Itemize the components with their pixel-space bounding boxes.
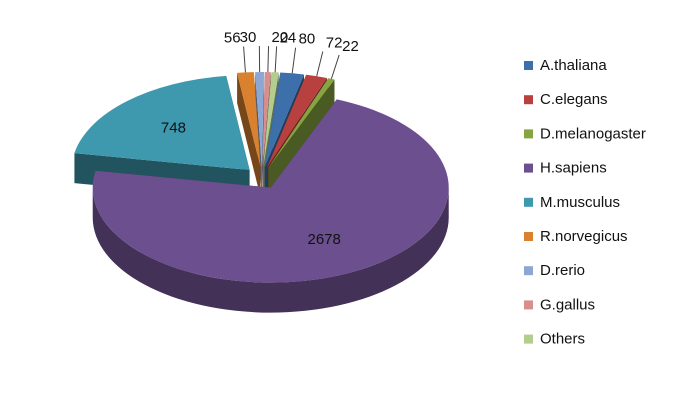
data-label-c-elegans: 72 bbox=[326, 34, 343, 51]
legend-swatch bbox=[524, 266, 533, 276]
data-label-m-musculus: 748 bbox=[161, 119, 186, 136]
data-label-d-rerio: 30 bbox=[240, 29, 257, 46]
data-label-r-norvegicus: 56 bbox=[224, 29, 241, 46]
legend-swatch bbox=[524, 334, 533, 344]
legend-item-others: Others bbox=[524, 331, 585, 348]
legend-item-d-melanogaster: D.melanogaster bbox=[524, 125, 646, 142]
legend: A.thaliana C.elegans D.melanogaster H.sapie… bbox=[524, 57, 646, 348]
data-label-a-thaliana: 80 bbox=[299, 31, 316, 48]
slice-r-norvegicus bbox=[237, 72, 261, 198]
legend-swatch bbox=[524, 197, 533, 207]
leader-line-a-thaliana bbox=[291, 47, 297, 74]
legend-swatch bbox=[524, 232, 533, 241]
leader-line-g-gallus bbox=[267, 46, 270, 73]
leader-line-others bbox=[274, 46, 278, 73]
legend-swatch bbox=[524, 129, 533, 139]
leader-line-d-melanogaster bbox=[330, 54, 340, 80]
legend-swatch bbox=[524, 61, 533, 70]
legend-swatch bbox=[524, 95, 533, 105]
legend-item-h-sapiens: H.sapiens bbox=[524, 160, 607, 177]
data-label-h-sapiens: 2678 bbox=[307, 231, 340, 248]
slice-d-melanogaster bbox=[268, 78, 335, 198]
leader-line-r-norvegicus bbox=[243, 46, 246, 73]
legend-label: R.norvegicus bbox=[540, 228, 628, 245]
legend-item-r-norvegicus: R.norvegicus bbox=[524, 228, 628, 245]
legend-item-c-elegans: C.elegans bbox=[524, 91, 608, 108]
data-label-g-gallus: 20 bbox=[272, 29, 289, 46]
legend-swatch bbox=[524, 163, 533, 173]
legend-swatch bbox=[524, 300, 533, 310]
legend-label: A.thaliana bbox=[540, 57, 607, 74]
data-label-d-melanogaster: 22 bbox=[342, 38, 359, 55]
legend-label: G.gallus bbox=[540, 296, 595, 313]
legend-item-d-rerio: D.rerio bbox=[524, 262, 585, 279]
legend-label: D.rerio bbox=[540, 262, 585, 279]
legend-item-g-gallus: G.gallus bbox=[524, 296, 595, 313]
legend-label: C.elegans bbox=[540, 91, 608, 108]
legend-label: H.sapiens bbox=[540, 160, 607, 177]
slices-layer bbox=[74, 72, 449, 313]
data-label-others: 24 bbox=[280, 29, 297, 46]
legend-item-a-thaliana: A.thaliana bbox=[524, 57, 607, 74]
slice-h-sapiens bbox=[92, 99, 449, 313]
legend-label: Others bbox=[540, 331, 585, 348]
legend-item-m-musculus: M.musculus bbox=[524, 194, 620, 211]
leader-line-c-elegans bbox=[316, 51, 324, 77]
legend-label: D.melanogaster bbox=[540, 125, 646, 142]
legend-label: M.musculus bbox=[540, 194, 620, 211]
